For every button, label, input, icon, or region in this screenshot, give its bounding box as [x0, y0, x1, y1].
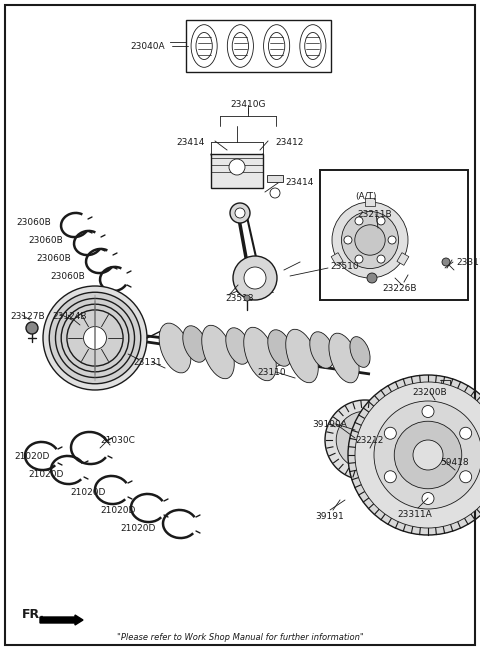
Text: 21020D: 21020D	[120, 524, 156, 533]
Text: 23060B: 23060B	[36, 254, 71, 263]
Text: 23510: 23510	[330, 262, 359, 271]
Circle shape	[61, 304, 129, 372]
Ellipse shape	[232, 32, 249, 60]
Circle shape	[348, 375, 480, 535]
Text: 23124B: 23124B	[52, 312, 86, 321]
Ellipse shape	[264, 25, 289, 68]
Circle shape	[384, 427, 396, 439]
Circle shape	[377, 255, 385, 263]
Text: 23127B: 23127B	[10, 312, 45, 321]
Ellipse shape	[300, 25, 326, 68]
Circle shape	[367, 273, 377, 283]
Circle shape	[336, 411, 394, 469]
Text: 23200B: 23200B	[413, 388, 447, 397]
Circle shape	[355, 255, 363, 263]
FancyArrow shape	[397, 253, 409, 265]
Circle shape	[374, 401, 480, 509]
Text: 21020D: 21020D	[100, 506, 135, 515]
Text: 21030C: 21030C	[100, 436, 135, 445]
Circle shape	[270, 188, 280, 198]
Ellipse shape	[228, 25, 253, 68]
Circle shape	[355, 225, 385, 255]
Ellipse shape	[350, 337, 370, 367]
Circle shape	[422, 406, 434, 417]
Ellipse shape	[244, 327, 276, 381]
Text: 21020D: 21020D	[14, 452, 49, 461]
Circle shape	[235, 208, 245, 218]
Text: 23110: 23110	[258, 368, 286, 377]
Text: 23311B: 23311B	[456, 258, 480, 267]
Circle shape	[244, 267, 266, 289]
Circle shape	[332, 202, 408, 278]
Ellipse shape	[310, 332, 334, 369]
Circle shape	[49, 292, 141, 384]
Text: 23060B: 23060B	[16, 218, 51, 227]
Ellipse shape	[226, 328, 250, 364]
Text: 59418: 59418	[440, 458, 468, 467]
Bar	[267, 175, 283, 182]
Circle shape	[67, 310, 123, 366]
Text: 23040A: 23040A	[131, 42, 165, 51]
Circle shape	[377, 217, 385, 225]
Text: 23513: 23513	[225, 294, 253, 303]
Text: 23060B: 23060B	[50, 272, 85, 281]
Circle shape	[394, 421, 462, 489]
Circle shape	[233, 256, 277, 300]
Circle shape	[384, 471, 396, 483]
Circle shape	[26, 322, 38, 334]
Ellipse shape	[202, 325, 234, 379]
Text: 23060B: 23060B	[28, 236, 63, 245]
Text: 23211B: 23211B	[358, 210, 392, 219]
Text: 21020D: 21020D	[70, 488, 106, 497]
Circle shape	[230, 203, 250, 223]
Circle shape	[355, 217, 363, 225]
Text: 23414: 23414	[177, 138, 205, 147]
Circle shape	[422, 493, 434, 504]
Circle shape	[460, 427, 472, 439]
Text: 23311A: 23311A	[397, 510, 432, 519]
Ellipse shape	[286, 330, 318, 383]
Text: FR.: FR.	[22, 608, 45, 621]
Ellipse shape	[159, 323, 191, 373]
Circle shape	[43, 286, 147, 390]
Text: 23131: 23131	[134, 358, 162, 367]
Circle shape	[355, 382, 480, 528]
Circle shape	[229, 159, 245, 175]
FancyArrow shape	[331, 253, 343, 265]
Ellipse shape	[305, 32, 321, 60]
Ellipse shape	[196, 32, 212, 60]
Text: 23226B: 23226B	[383, 284, 417, 293]
Ellipse shape	[329, 333, 359, 383]
FancyArrow shape	[365, 198, 375, 206]
Bar	[186, 20, 331, 72]
Circle shape	[341, 211, 398, 268]
Circle shape	[442, 258, 450, 266]
Circle shape	[413, 440, 443, 470]
Ellipse shape	[268, 330, 292, 366]
FancyArrow shape	[40, 615, 83, 625]
Circle shape	[56, 298, 134, 378]
Circle shape	[344, 236, 352, 244]
Ellipse shape	[191, 25, 217, 68]
Circle shape	[84, 326, 107, 350]
Circle shape	[325, 400, 405, 480]
Text: 23414: 23414	[285, 178, 313, 187]
Ellipse shape	[268, 32, 285, 60]
Bar	[320, 170, 468, 300]
Text: 39190A: 39190A	[312, 420, 348, 429]
Text: "Please refer to Work Shop Manual for further information": "Please refer to Work Shop Manual for fu…	[117, 634, 363, 642]
Text: 23410G: 23410G	[230, 100, 266, 109]
Circle shape	[351, 426, 379, 454]
Circle shape	[244, 295, 250, 301]
Circle shape	[460, 471, 472, 483]
Bar	[211, 153, 263, 188]
Text: (A/T): (A/T)	[355, 192, 376, 201]
Circle shape	[388, 236, 396, 244]
Ellipse shape	[183, 326, 207, 362]
Text: 23212: 23212	[356, 436, 384, 445]
Text: 39191: 39191	[316, 512, 344, 521]
Text: 23412: 23412	[275, 138, 303, 147]
Text: 21020D: 21020D	[28, 470, 63, 479]
